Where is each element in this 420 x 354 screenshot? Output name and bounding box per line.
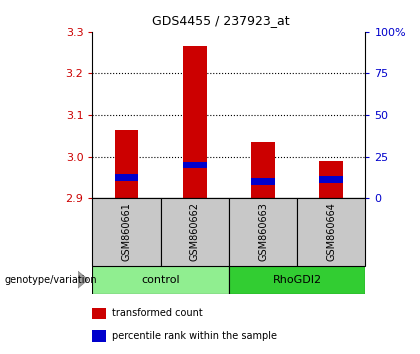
Text: GSM860663: GSM860663	[258, 202, 268, 261]
Text: GSM860664: GSM860664	[326, 202, 336, 261]
Text: GSM860661: GSM860661	[121, 202, 131, 261]
Text: RhoGDI2: RhoGDI2	[273, 275, 322, 285]
Bar	[115, 130, 139, 198]
Bar	[161, 198, 229, 266]
Text: control: control	[142, 275, 180, 285]
Bar	[183, 162, 207, 168]
Bar	[92, 266, 229, 294]
Text: GSM860662: GSM860662	[190, 202, 200, 261]
Text: transformed count: transformed count	[112, 308, 202, 318]
Bar	[115, 174, 139, 181]
Text: GDS4455 / 237923_at: GDS4455 / 237923_at	[152, 14, 289, 27]
Bar	[251, 178, 275, 185]
Bar	[229, 198, 297, 266]
Polygon shape	[78, 271, 88, 288]
Bar	[251, 142, 275, 198]
Bar	[319, 176, 343, 183]
Text: percentile rank within the sample: percentile rank within the sample	[112, 331, 276, 341]
Bar	[92, 330, 106, 342]
Bar	[297, 198, 365, 266]
Bar	[229, 266, 365, 294]
Bar	[92, 308, 106, 319]
Bar	[92, 198, 161, 266]
Bar	[183, 46, 207, 198]
Bar	[319, 161, 343, 198]
Text: genotype/variation: genotype/variation	[4, 275, 97, 285]
